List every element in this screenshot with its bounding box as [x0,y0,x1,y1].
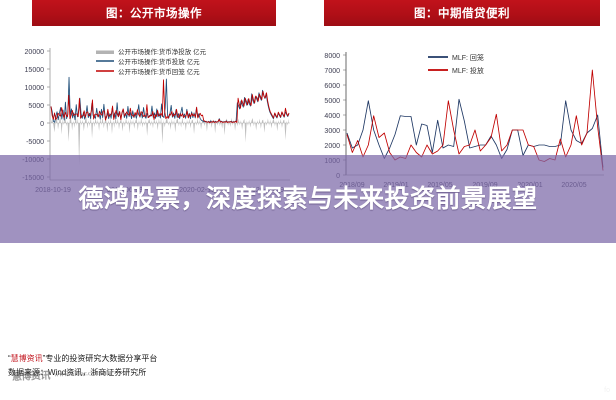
footer-platform-line: “慧博资讯”专业的投资研究大数据分享平台 [8,352,338,366]
legend-label: 公开市场操作:货币投放 亿元 [118,57,200,66]
legend-label: MLF: 投放 [452,66,484,75]
corner-mark: fo [604,387,610,394]
y-tick-label: 2000 [324,143,340,150]
series-area [51,112,289,166]
y-tick-label: 8000 [324,53,340,60]
legend-label: MLF: 回笼 [452,53,484,62]
chart-series-group-right [346,69,604,171]
chart-banner-left: 图：公开市场操作 [32,0,276,26]
chart-banner-right: 图：中期借贷便利 [324,0,600,26]
y-tick-label: 3000 [324,128,340,135]
quote-close: ” [42,354,46,363]
series-line [346,98,604,168]
legend-swatch-net-injection [96,50,114,54]
series-line [50,79,290,124]
y-tick-label: 4000 [324,113,340,120]
page-title: 德鸿股票，深度探索与未来投资前景展望 [78,185,538,213]
y-tick-label: 0 [40,121,44,128]
y-tick-label: 5000 [324,98,340,105]
quote-open: “ [8,354,11,363]
legend-label: 公开市场操作:货币净投放 亿元 [118,47,207,56]
footer: “慧博资讯”专业的投资研究大数据分享平台 数据来源：Wind资讯，浙商证券研究所 [8,352,338,380]
brand-name: 慧博资讯 [10,354,43,363]
y-tick-label: 10000 [25,85,45,92]
y-tick-label: 7000 [324,68,340,75]
legend-label: 公开市场操作:货币回笼 亿元 [118,67,200,76]
y-tick-label: 15000 [25,67,45,74]
overlay-band [0,155,616,243]
y-tick-label: 20000 [25,49,45,56]
platform-tagline: 专业的投资研究大数据分享平台 [45,354,158,363]
series-line [346,69,604,171]
y-tick-label: 5000 [28,103,44,110]
chart-legend-right: MLF: 回笼 MLF: 投放 [428,53,484,75]
chart-series-group-left [50,76,290,166]
chart-legend-left: 公开市场操作:货币净投放 亿元 公开市场操作:货币投放 亿元 公开市场操作:货币… [96,47,207,76]
series-line [50,76,290,123]
y-tick-label: -5000 [26,139,44,146]
y-tick-label: 6000 [324,83,340,90]
footer-source-line: 数据来源：Wind资讯，浙商证券研究所 [8,368,147,377]
